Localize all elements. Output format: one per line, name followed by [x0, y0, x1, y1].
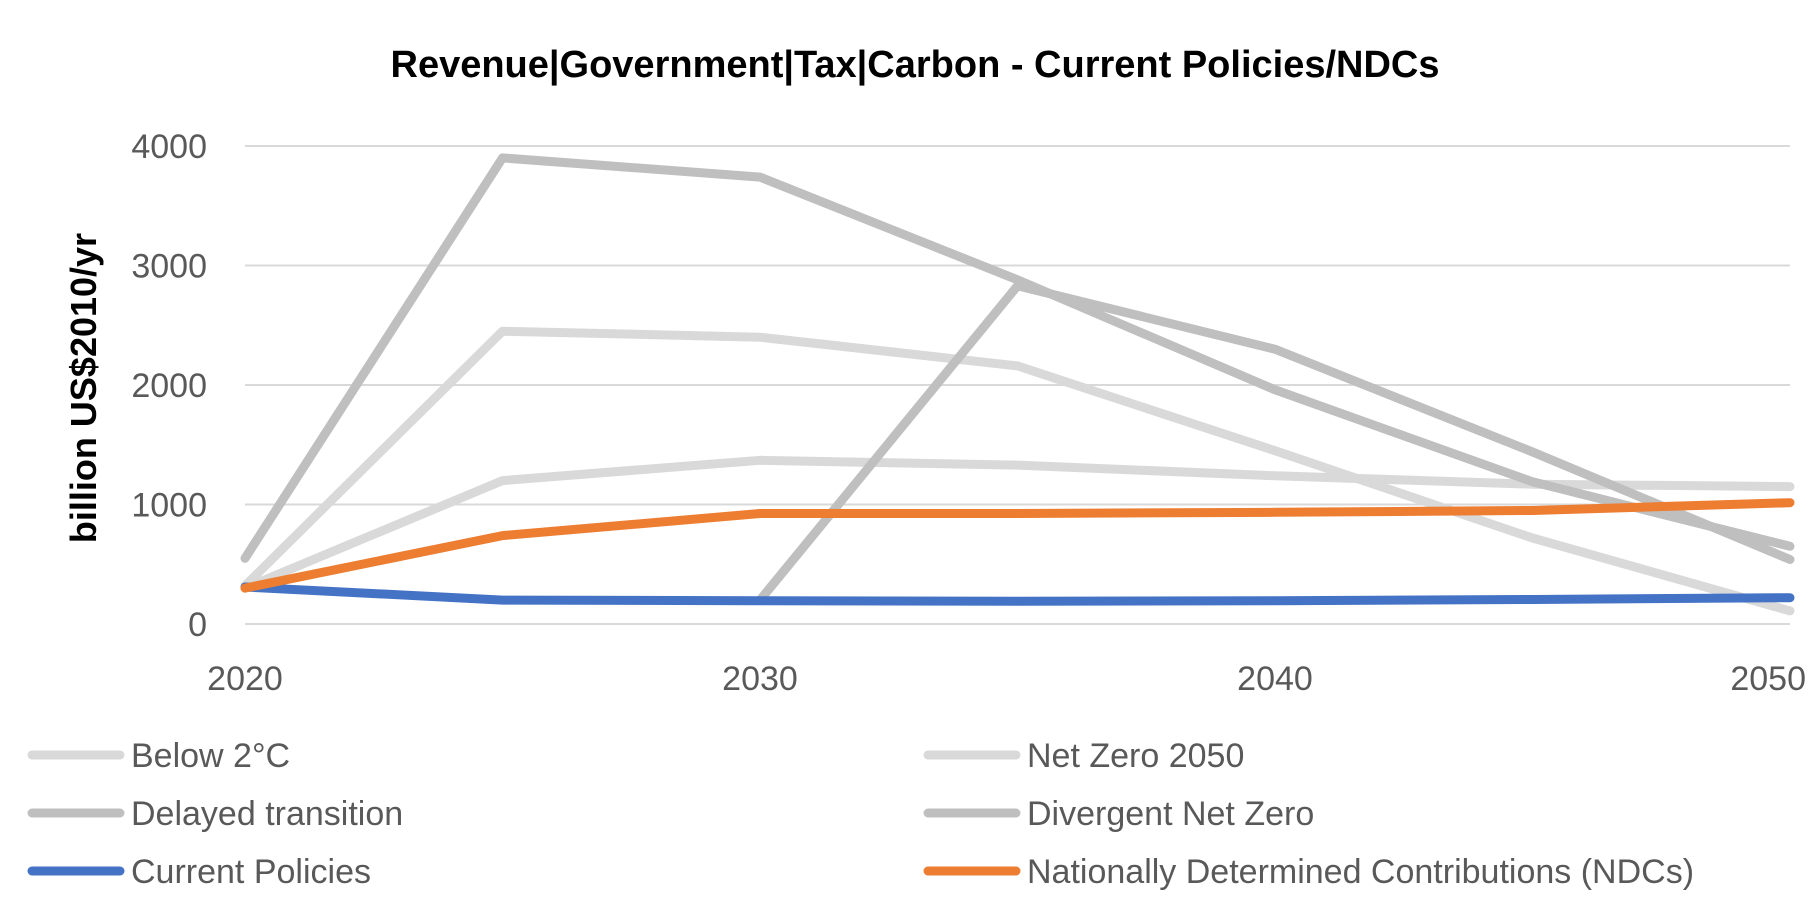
- y-tick-label: 0: [188, 606, 207, 644]
- gridlines: [245, 145, 1790, 625]
- y-tick-label: 2000: [131, 367, 207, 405]
- series-line-0: [240, 455, 1795, 593]
- y-axis-ticks: 0 1000 2000 3000 4000: [131, 128, 207, 644]
- series-lines: [240, 153, 1795, 616]
- legend-label: Below 2°C: [131, 737, 290, 775]
- y-tick-label: 4000: [131, 128, 207, 166]
- legend-entry: Net Zero 2050: [923, 737, 1244, 775]
- x-tick-label: 2050: [1730, 660, 1806, 698]
- legend-entry: Divergent Net Zero: [923, 795, 1314, 833]
- y-tick-label: 1000: [131, 487, 207, 525]
- series-line-3: [240, 153, 1795, 563]
- x-tick-label: 2030: [722, 660, 798, 698]
- x-tick-label: 2020: [207, 660, 283, 698]
- chart-title: Revenue|Government|Tax|Carbon - Current …: [391, 44, 1440, 86]
- x-tick-label: 2040: [1237, 660, 1313, 698]
- series-line-2: [755, 281, 1795, 605]
- y-axis-label: billion US$2010/yr: [63, 233, 104, 543]
- legend-entry: Nationally Determined Contributions (NDC…: [923, 853, 1694, 891]
- series-line-5: [240, 498, 1795, 593]
- legend-label: Net Zero 2050: [1027, 737, 1244, 775]
- legend-entry: Current Policies: [27, 853, 371, 891]
- legend: Below 2°C Net Zero 2050 Delayed transition…: [27, 737, 1694, 891]
- series-line-4: [240, 582, 1795, 606]
- legend-entry: Delayed transition: [27, 795, 403, 833]
- legend-entry: Below 2°C: [27, 737, 290, 775]
- legend-label: Current Policies: [131, 853, 371, 891]
- legend-label: Nationally Determined Contributions (NDC…: [1027, 853, 1694, 891]
- y-tick-label: 3000: [131, 248, 207, 286]
- legend-label: Delayed transition: [131, 795, 403, 833]
- legend-label: Divergent Net Zero: [1027, 795, 1314, 833]
- x-axis-ticks: 2020 2030 2040 2050: [207, 660, 1806, 698]
- series-line-1: [240, 326, 1795, 616]
